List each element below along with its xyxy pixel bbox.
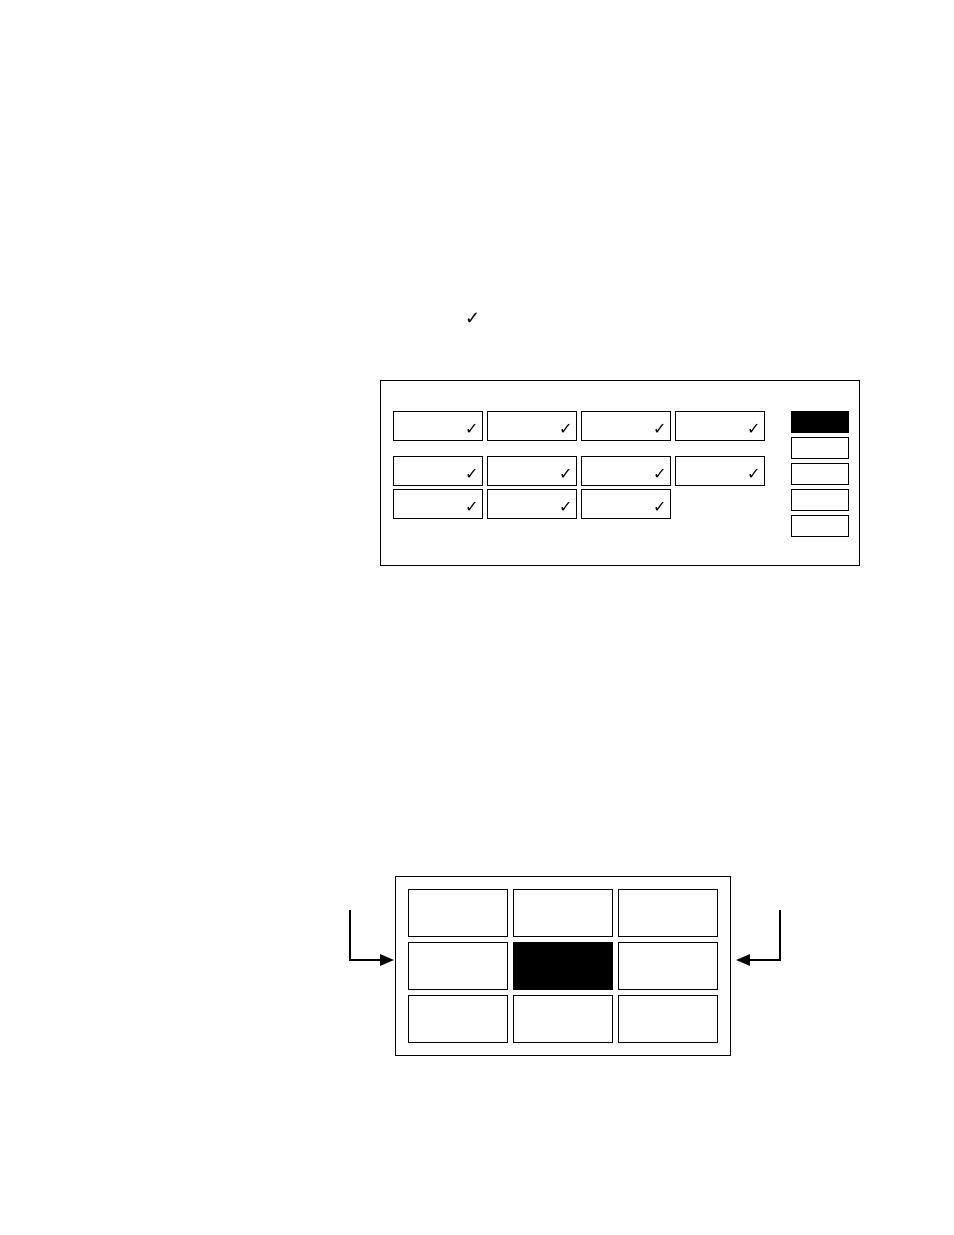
grid-cell xyxy=(618,889,718,937)
side-cell xyxy=(791,489,849,511)
grid-cell xyxy=(618,942,718,990)
checkmark-icon: ✓ xyxy=(653,419,666,439)
checkmark-icon: ✓ xyxy=(559,419,572,439)
checkmark-icon: ✓ xyxy=(465,464,478,484)
grid-cell xyxy=(513,942,613,990)
checkmark-icon: ✓ xyxy=(559,497,572,517)
grid-cell xyxy=(408,889,508,937)
diagram-2 xyxy=(395,876,731,1056)
side-cell xyxy=(791,411,849,433)
arrow-left-icon xyxy=(330,900,410,980)
checkmark-icon: ✓ xyxy=(747,419,760,439)
side-cell xyxy=(791,463,849,485)
diagram-1: ✓ ✓ ✓ ✓ ✓ ✓ ✓ ✓ ✓ ✓ ✓ xyxy=(380,380,860,566)
grid-cell xyxy=(513,995,613,1043)
checkmark-icon: ✓ xyxy=(465,419,478,439)
grid-cell xyxy=(513,889,613,937)
arrow-right-icon xyxy=(720,900,800,980)
grid-cell xyxy=(408,942,508,990)
grid-cell xyxy=(618,995,718,1043)
side-cell xyxy=(791,437,849,459)
checkmark-icon: ✓ xyxy=(653,497,666,517)
grid-cell xyxy=(408,995,508,1043)
side-cell xyxy=(791,515,849,537)
checkmark-icon: ✓ xyxy=(559,464,572,484)
checkmark-icon: ✓ xyxy=(465,308,480,329)
checkmark-icon: ✓ xyxy=(747,464,760,484)
checkmark-icon: ✓ xyxy=(653,464,666,484)
checkmark-icon: ✓ xyxy=(465,497,478,517)
